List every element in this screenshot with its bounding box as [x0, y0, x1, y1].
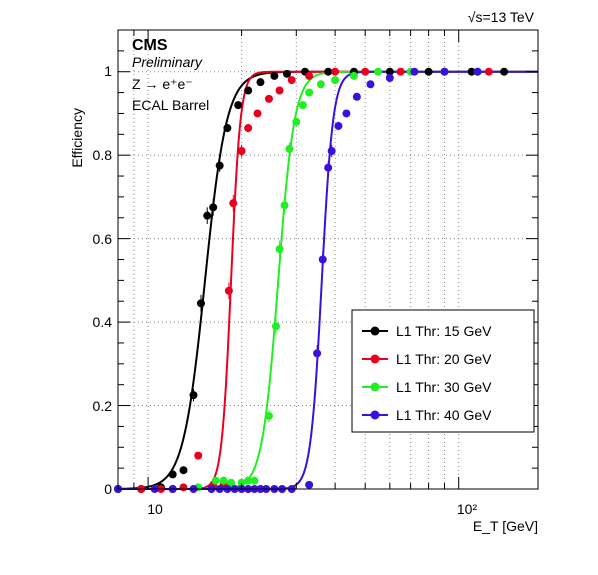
legend: L1 Thr: 15 GeV L1 Thr: 20 GeV L1 Thr: 30… — [351, 309, 535, 433]
data-point-3 — [342, 109, 351, 118]
data-point-3 — [440, 67, 449, 76]
data-point-0 — [500, 67, 509, 76]
data-point-2 — [305, 88, 314, 97]
data-point-0 — [256, 78, 265, 87]
data-point-1 — [484, 67, 493, 76]
y-tick-label-0-4: 0.4 — [93, 314, 113, 330]
legend-label-15: L1 Thr: 15 GeV — [396, 323, 492, 339]
data-point-3 — [385, 73, 394, 82]
y-tick-label-0-6: 0.6 — [93, 231, 113, 247]
y-tick-label-0-2: 0.2 — [93, 398, 113, 414]
detector-label: ECAL Barrel — [132, 97, 209, 113]
data-point-0 — [168, 470, 177, 479]
legend-label-30: L1 Thr: 30 GeV — [396, 379, 492, 395]
data-point-2 — [244, 476, 253, 485]
data-point-0 — [196, 299, 205, 308]
x-tick-label-10: 10 — [147, 501, 163, 517]
data-point-0 — [223, 124, 232, 133]
data-point-3 — [327, 147, 336, 156]
data-points — [114, 67, 509, 493]
preliminary-label: Preliminary — [132, 54, 203, 70]
data-point-1 — [237, 147, 246, 156]
data-point-2 — [374, 67, 383, 76]
data-point-3 — [366, 80, 375, 89]
data-point-1 — [305, 71, 314, 80]
data-point-1 — [275, 86, 284, 95]
legend-label-20: L1 Thr: 20 GeV — [396, 351, 492, 367]
data-point-3 — [352, 92, 361, 101]
data-point-2 — [271, 322, 280, 331]
y-axis-title: Efficiency — [69, 108, 85, 168]
process-label: Z → e⁺e⁻ — [132, 76, 193, 92]
data-point-3 — [305, 480, 314, 489]
data-point-0 — [179, 466, 188, 475]
data-point-3 — [410, 67, 419, 76]
x-axis-title: E_T [GeV] — [473, 518, 538, 534]
data-point-1 — [361, 67, 370, 76]
data-point-0 — [385, 67, 394, 76]
data-point-2 — [227, 478, 236, 487]
data-point-3 — [318, 255, 327, 264]
y-tick-label-0: 0 — [104, 481, 112, 497]
data-point-3 — [334, 121, 343, 130]
data-point-2 — [316, 80, 325, 89]
data-point-2 — [250, 476, 259, 485]
data-point-1 — [331, 67, 340, 76]
legend-marker-0 — [370, 326, 380, 336]
y-tick-label-1: 1 — [104, 63, 112, 79]
energy-label: √s=13 TeV — [468, 9, 535, 25]
data-point-2 — [219, 476, 228, 485]
data-point-0 — [324, 67, 333, 76]
data-point-1 — [194, 451, 203, 460]
data-point-2 — [331, 76, 340, 85]
data-point-1 — [396, 67, 405, 76]
legend-marker-2 — [370, 382, 380, 392]
data-point-1 — [244, 124, 253, 133]
data-point-0 — [215, 161, 224, 170]
data-point-2 — [237, 478, 246, 487]
data-point-1 — [287, 76, 296, 85]
data-point-0 — [244, 86, 253, 95]
data-point-2 — [211, 476, 220, 485]
data-point-0 — [424, 67, 433, 76]
data-point-1 — [253, 109, 262, 118]
x-tick-label-100: 10² — [457, 501, 478, 517]
data-point-3 — [473, 67, 482, 76]
axis-ticks — [117, 29, 538, 490]
legend-marker-1 — [370, 354, 380, 364]
y-tick-label-0-8: 0.8 — [93, 147, 113, 163]
data-point-2 — [285, 144, 294, 153]
data-point-0 — [270, 71, 279, 80]
data-point-3 — [324, 163, 333, 172]
data-point-2 — [275, 245, 284, 254]
legend-label-40: L1 Thr: 40 GeV — [396, 407, 492, 423]
data-point-2 — [292, 117, 301, 126]
data-point-1 — [179, 483, 188, 492]
data-point-2 — [298, 101, 307, 110]
cms-label: CMS — [132, 37, 168, 54]
legend-marker-3 — [370, 410, 380, 420]
data-point-0 — [209, 203, 218, 212]
data-point-0 — [203, 211, 212, 220]
data-point-1 — [229, 199, 238, 208]
data-point-0 — [234, 101, 243, 110]
data-point-3 — [313, 349, 322, 358]
data-point-1 — [224, 286, 233, 295]
data-point-1 — [264, 94, 273, 103]
data-point-0 — [467, 67, 476, 76]
data-point-2 — [280, 201, 289, 210]
data-point-0 — [189, 391, 198, 400]
data-point-0 — [282, 69, 291, 78]
data-point-2 — [264, 411, 273, 420]
data-point-2 — [349, 71, 358, 80]
